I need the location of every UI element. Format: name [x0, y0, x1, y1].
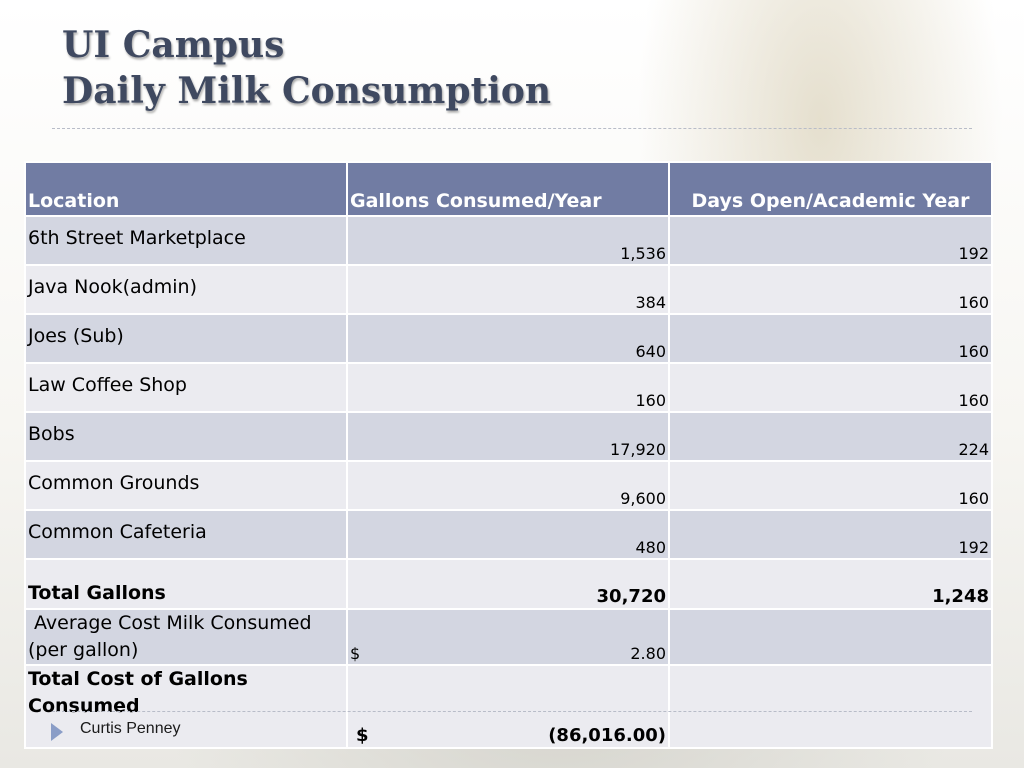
footer-divider — [52, 711, 972, 712]
table-row: Bobs 17,920 224 — [24, 411, 993, 462]
gallons-cell: 640 — [346, 313, 670, 364]
gallons-cell: 17,920 — [346, 411, 670, 462]
total-gallons-value: 30,720 — [346, 558, 670, 610]
table-row: Joes (Sub) 640 160 — [24, 313, 993, 364]
average-cost-label: Average Cost Milk Consumed (per gallon) — [24, 608, 348, 666]
empty-cell — [668, 664, 993, 749]
table-row: Law Coffee Shop 160 160 — [24, 362, 993, 413]
days-cell: 192 — [668, 509, 993, 560]
location-cell: Bobs — [24, 411, 348, 462]
empty-cell — [668, 608, 993, 666]
title-line-1: UI Campus — [62, 24, 285, 66]
header-days-open: Days Open/Academic Year — [668, 161, 993, 217]
title-divider — [52, 128, 972, 129]
average-cost-row: Average Cost Milk Consumed (per gallon) … — [24, 608, 993, 666]
page-title: UI Campus Daily Milk Consumption — [62, 22, 551, 114]
average-cost-cell: $ 2.80 — [346, 608, 670, 666]
table-row: Common Grounds 9,600 160 — [24, 460, 993, 511]
table-row: 6th Street Marketplace 1,536 192 — [24, 215, 993, 266]
days-cell: 160 — [668, 460, 993, 511]
gallons-cell: 1,536 — [346, 215, 670, 266]
location-cell: Joes (Sub) — [24, 313, 348, 364]
header-location: Location — [24, 161, 348, 217]
triangle-bullet-icon — [51, 723, 63, 741]
total-gallons-label: Total Gallons — [24, 558, 348, 610]
footer-author: Curtis Penney — [80, 720, 181, 737]
total-cost-row: Total Cost of Gallons Consumed $ (86,016… — [24, 664, 993, 749]
milk-consumption-table: Location Gallons Consumed/Year Days Open… — [24, 161, 993, 749]
days-cell: 160 — [668, 313, 993, 364]
total-cost-value: (86,016.00) — [548, 725, 666, 746]
days-cell: 160 — [668, 264, 993, 315]
days-cell: 192 — [668, 215, 993, 266]
days-cell: 160 — [668, 362, 993, 413]
total-gallons-row: Total Gallons 30,720 1,248 — [24, 558, 993, 610]
total-cost-currency: $ — [356, 725, 369, 746]
days-cell: 224 — [668, 411, 993, 462]
location-cell: Law Coffee Shop — [24, 362, 348, 413]
table-row: Java Nook(admin) 384 160 — [24, 264, 993, 315]
total-cost-cell: $ (86,016.00) — [346, 664, 670, 749]
location-cell: Java Nook(admin) — [24, 264, 348, 315]
average-cost-value: 2.80 — [630, 644, 666, 663]
gallons-cell: 9,600 — [346, 460, 670, 511]
gallons-cell: 384 — [346, 264, 670, 315]
location-cell: 6th Street Marketplace — [24, 215, 348, 266]
gallons-cell: 480 — [346, 509, 670, 560]
location-cell: Common Grounds — [24, 460, 348, 511]
title-line-2: Daily Milk Consumption — [62, 70, 552, 112]
total-days-value: 1,248 — [668, 558, 993, 610]
table-header-row: Location Gallons Consumed/Year Days Open… — [24, 161, 993, 217]
location-cell: Common Cafeteria — [24, 509, 348, 560]
total-cost-label: Total Cost of Gallons Consumed — [24, 664, 348, 749]
gallons-cell: 160 — [346, 362, 670, 413]
average-cost-currency: $ — [350, 644, 361, 663]
header-gallons: Gallons Consumed/Year — [346, 161, 670, 217]
table-row: Common Cafeteria 480 192 — [24, 509, 993, 560]
